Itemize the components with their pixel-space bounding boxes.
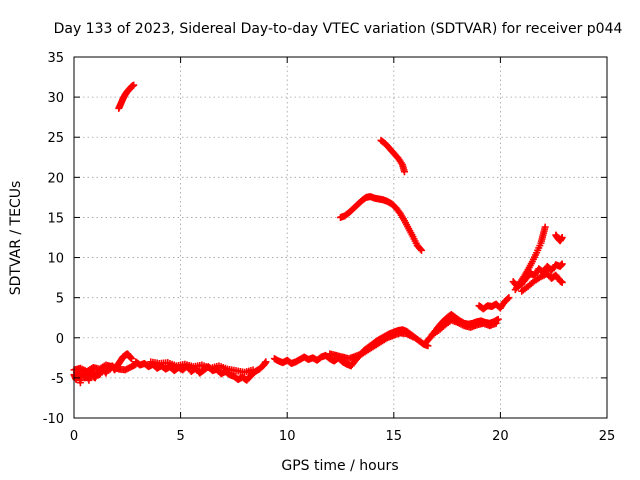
data-point (558, 260, 566, 268)
data-point (504, 295, 512, 303)
y-tick-label: 15 (47, 211, 64, 226)
axis-ticks: 0 5 10 15 20 25 -10 -5 0 5 10 15 20 25 30 35 (43, 51, 616, 444)
data-point (409, 333, 417, 341)
y-tick-label: 0 (56, 332, 64, 347)
data-point (418, 246, 426, 254)
grid-lines (74, 57, 607, 418)
data-point (130, 81, 138, 89)
data-point (128, 355, 136, 363)
data-point (558, 278, 566, 286)
y-tick-label: 20 (47, 171, 64, 186)
y-tick-label: -5 (51, 372, 64, 387)
data-point (541, 223, 549, 231)
data-point (494, 315, 502, 323)
data-point (416, 245, 424, 253)
y-tick-label: 35 (47, 51, 64, 66)
y-tick-label: 5 (56, 292, 64, 307)
y-tick-label: 25 (47, 131, 64, 146)
y-tick-label: -10 (43, 412, 64, 427)
data-point (249, 366, 257, 374)
x-tick-label: 10 (279, 429, 296, 444)
x-tick-label: 20 (492, 429, 509, 444)
y-axis-label: SDTVAR / TECUs (8, 181, 24, 296)
x-tick-label: 5 (176, 429, 184, 444)
y-tick-label: 30 (47, 91, 64, 106)
data-point (262, 358, 270, 366)
data-point (558, 234, 566, 241)
data-point (505, 294, 513, 302)
chart-title: Day 133 of 2023, Sidereal Day-to-day VTE… (54, 21, 623, 37)
x-axis-label: GPS time / hours (281, 458, 398, 474)
data-points (70, 81, 566, 387)
plot-frame (73, 56, 608, 419)
x-tick-label: 15 (386, 429, 403, 444)
data-point (492, 319, 500, 327)
data-point (400, 168, 408, 176)
x-tick-label: 0 (70, 429, 78, 444)
y-tick-label: 10 (47, 252, 64, 267)
x-tick-label: 25 (599, 429, 616, 444)
